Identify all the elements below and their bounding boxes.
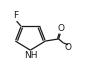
Text: O: O	[57, 24, 64, 33]
Text: O: O	[64, 43, 71, 52]
Text: NH: NH	[24, 51, 38, 59]
Text: F: F	[13, 11, 18, 20]
